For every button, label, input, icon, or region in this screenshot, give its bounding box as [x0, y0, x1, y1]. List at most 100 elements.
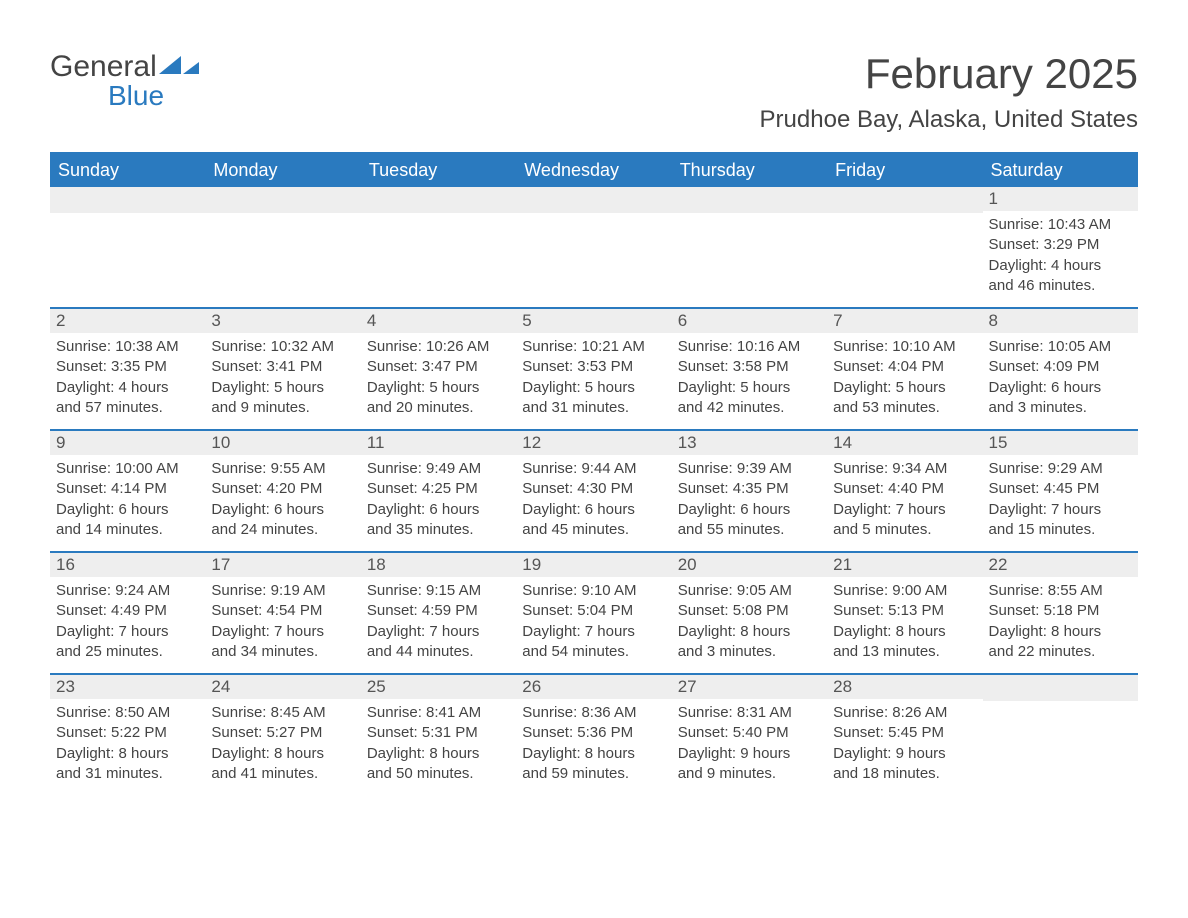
sunset-line: Sunset: 4:45 PM [989, 479, 1132, 499]
day-cell: 27Sunrise: 8:31 AMSunset: 5:40 PMDayligh… [672, 675, 827, 795]
sunrise-line: Sunrise: 10:16 AM [678, 337, 821, 357]
day-number [827, 187, 982, 213]
day-cell: 10Sunrise: 9:55 AMSunset: 4:20 PMDayligh… [205, 431, 360, 551]
day-number [50, 187, 205, 213]
day-number: 20 [672, 553, 827, 577]
sunset-line: Sunset: 4:54 PM [211, 601, 354, 621]
day-cell: 6Sunrise: 10:16 AMSunset: 3:58 PMDayligh… [672, 309, 827, 429]
day-number: 27 [672, 675, 827, 699]
day-number: 22 [983, 553, 1138, 577]
week-row: 23Sunrise: 8:50 AMSunset: 5:22 PMDayligh… [50, 673, 1138, 795]
week-row: 2Sunrise: 10:38 AMSunset: 3:35 PMDayligh… [50, 307, 1138, 429]
daylight-line-1: Daylight: 5 hours [367, 378, 510, 398]
daylight-line-1: Daylight: 9 hours [678, 744, 821, 764]
daylight-line-2: and 20 minutes. [367, 398, 510, 418]
sunset-line: Sunset: 5:04 PM [522, 601, 665, 621]
day-number: 14 [827, 431, 982, 455]
daylight-line-2: and 46 minutes. [989, 276, 1132, 296]
sunrise-line: Sunrise: 8:55 AM [989, 581, 1132, 601]
sunset-line: Sunset: 3:58 PM [678, 357, 821, 377]
day-number [672, 187, 827, 213]
sunset-line: Sunset: 3:41 PM [211, 357, 354, 377]
daylight-line-2: and 3 minutes. [678, 642, 821, 662]
day-body: Sunrise: 9:00 AMSunset: 5:13 PMDaylight:… [827, 577, 982, 672]
daylight-line-1: Daylight: 8 hours [211, 744, 354, 764]
sunset-line: Sunset: 4:59 PM [367, 601, 510, 621]
day-body: Sunrise: 8:26 AMSunset: 5:45 PMDaylight:… [827, 699, 982, 794]
day-body: Sunrise: 8:55 AMSunset: 5:18 PMDaylight:… [983, 577, 1138, 672]
day-cell [516, 187, 671, 307]
weeks-container: 1Sunrise: 10:43 AMSunset: 3:29 PMDayligh… [50, 187, 1138, 795]
daylight-line-1: Daylight: 7 hours [522, 622, 665, 642]
daylight-line-2: and 25 minutes. [56, 642, 199, 662]
day-body: Sunrise: 8:36 AMSunset: 5:36 PMDaylight:… [516, 699, 671, 794]
dow-cell: Tuesday [361, 154, 516, 187]
sunrise-line: Sunrise: 10:10 AM [833, 337, 976, 357]
day-body [983, 701, 1138, 715]
daylight-line-1: Daylight: 7 hours [833, 500, 976, 520]
day-body: Sunrise: 9:39 AMSunset: 4:35 PMDaylight:… [672, 455, 827, 550]
sunset-line: Sunset: 3:53 PM [522, 357, 665, 377]
daylight-line-2: and 31 minutes. [56, 764, 199, 784]
day-body: Sunrise: 8:45 AMSunset: 5:27 PMDaylight:… [205, 699, 360, 794]
daylight-line-2: and 55 minutes. [678, 520, 821, 540]
day-cell [983, 675, 1138, 795]
sunset-line: Sunset: 5:45 PM [833, 723, 976, 743]
dow-cell: Thursday [672, 154, 827, 187]
day-body: Sunrise: 8:50 AMSunset: 5:22 PMDaylight:… [50, 699, 205, 794]
week-row: 16Sunrise: 9:24 AMSunset: 4:49 PMDayligh… [50, 551, 1138, 673]
sunset-line: Sunset: 3:47 PM [367, 357, 510, 377]
daylight-line-1: Daylight: 6 hours [678, 500, 821, 520]
day-number: 15 [983, 431, 1138, 455]
daylight-line-1: Daylight: 4 hours [56, 378, 199, 398]
sunrise-line: Sunrise: 10:43 AM [989, 215, 1132, 235]
day-number [983, 675, 1138, 701]
day-body: Sunrise: 10:21 AMSunset: 3:53 PMDaylight… [516, 333, 671, 428]
sunset-line: Sunset: 3:29 PM [989, 235, 1132, 255]
day-number: 8 [983, 309, 1138, 333]
daylight-line-2: and 53 minutes. [833, 398, 976, 418]
sunset-line: Sunset: 5:31 PM [367, 723, 510, 743]
daylight-line-2: and 34 minutes. [211, 642, 354, 662]
daylight-line-1: Daylight: 6 hours [56, 500, 199, 520]
sunset-line: Sunset: 4:09 PM [989, 357, 1132, 377]
daylight-line-2: and 18 minutes. [833, 764, 976, 784]
daylight-line-1: Daylight: 4 hours [989, 256, 1132, 276]
sunrise-line: Sunrise: 10:00 AM [56, 459, 199, 479]
day-number: 11 [361, 431, 516, 455]
day-body: Sunrise: 9:24 AMSunset: 4:49 PMDaylight:… [50, 577, 205, 672]
daylight-line-1: Daylight: 8 hours [56, 744, 199, 764]
day-body: Sunrise: 10:38 AMSunset: 3:35 PMDaylight… [50, 333, 205, 428]
daylight-line-1: Daylight: 8 hours [367, 744, 510, 764]
day-cell [672, 187, 827, 307]
day-body: Sunrise: 10:05 AMSunset: 4:09 PMDaylight… [983, 333, 1138, 428]
day-body [672, 213, 827, 227]
daylight-line-2: and 3 minutes. [989, 398, 1132, 418]
daylight-line-2: and 41 minutes. [211, 764, 354, 784]
sunset-line: Sunset: 4:30 PM [522, 479, 665, 499]
sunset-line: Sunset: 5:27 PM [211, 723, 354, 743]
sunrise-line: Sunrise: 9:39 AM [678, 459, 821, 479]
sunset-line: Sunset: 4:35 PM [678, 479, 821, 499]
day-number: 26 [516, 675, 671, 699]
sunrise-line: Sunrise: 9:00 AM [833, 581, 976, 601]
dow-row: SundayMondayTuesdayWednesdayThursdayFrid… [50, 154, 1138, 187]
day-body: Sunrise: 9:15 AMSunset: 4:59 PMDaylight:… [361, 577, 516, 672]
sunrise-line: Sunrise: 10:32 AM [211, 337, 354, 357]
day-body: Sunrise: 9:05 AMSunset: 5:08 PMDaylight:… [672, 577, 827, 672]
sunset-line: Sunset: 3:35 PM [56, 357, 199, 377]
daylight-line-1: Daylight: 9 hours [833, 744, 976, 764]
day-number: 1 [983, 187, 1138, 211]
day-number: 10 [205, 431, 360, 455]
daylight-line-2: and 14 minutes. [56, 520, 199, 540]
daylight-line-2: and 31 minutes. [522, 398, 665, 418]
daylight-line-2: and 59 minutes. [522, 764, 665, 784]
day-cell: 7Sunrise: 10:10 AMSunset: 4:04 PMDayligh… [827, 309, 982, 429]
dow-cell: Saturday [983, 154, 1138, 187]
day-body: Sunrise: 10:00 AMSunset: 4:14 PMDaylight… [50, 455, 205, 550]
day-body: Sunrise: 10:43 AMSunset: 3:29 PMDaylight… [983, 211, 1138, 306]
daylight-line-1: Daylight: 6 hours [211, 500, 354, 520]
day-number: 5 [516, 309, 671, 333]
sunset-line: Sunset: 5:18 PM [989, 601, 1132, 621]
day-cell: 18Sunrise: 9:15 AMSunset: 4:59 PMDayligh… [361, 553, 516, 673]
